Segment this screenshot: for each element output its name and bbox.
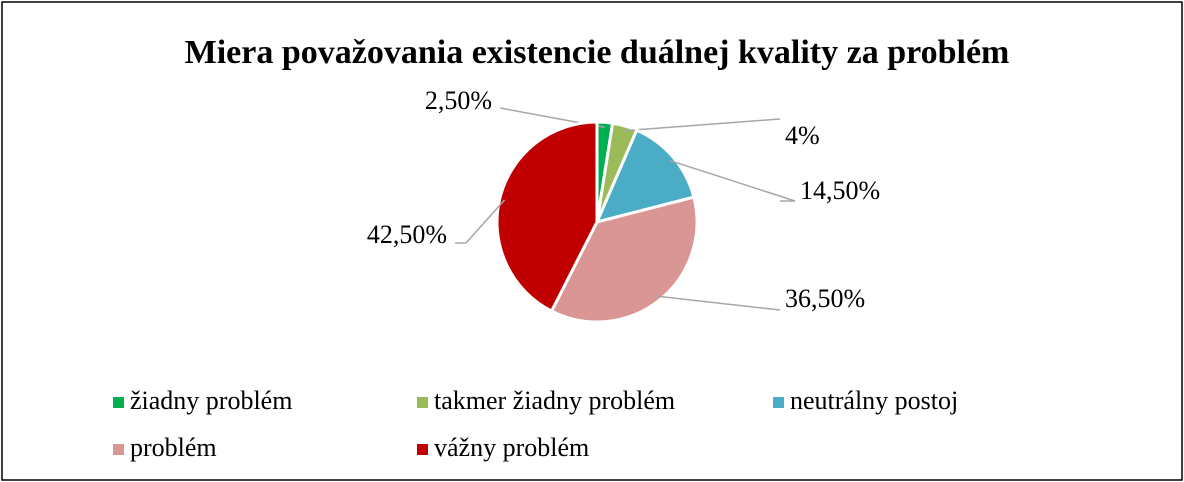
legend-swatch	[417, 444, 428, 455]
data-label: 4%	[785, 121, 820, 150]
data-label: 2,50%	[425, 86, 492, 115]
legend-swatch	[773, 397, 784, 408]
leader-line	[669, 159, 796, 202]
legend-label: neutrálny postoj	[790, 386, 958, 415]
data-label: 42,50%	[367, 220, 447, 249]
pie-slice	[549, 195, 699, 324]
legend-label: problém	[130, 433, 217, 462]
legend-swatch	[417, 397, 428, 408]
pie-slice	[594, 128, 696, 225]
leader-line	[656, 295, 781, 311]
data-label: 36,50%	[785, 284, 865, 313]
legend-label: takmer žiadny problém	[434, 386, 675, 415]
leader-line	[455, 199, 506, 244]
legend-swatch	[113, 444, 124, 455]
legend-label: žiadny problém	[130, 386, 292, 415]
leader-line	[623, 118, 781, 132]
pie-slice	[495, 120, 599, 314]
data-label: 14,50%	[800, 176, 880, 205]
chart-title: Miera považovania existencie duálnej kva…	[185, 34, 1010, 71]
legend-swatch	[113, 397, 124, 408]
legend-label: vážny problém	[434, 433, 589, 462]
